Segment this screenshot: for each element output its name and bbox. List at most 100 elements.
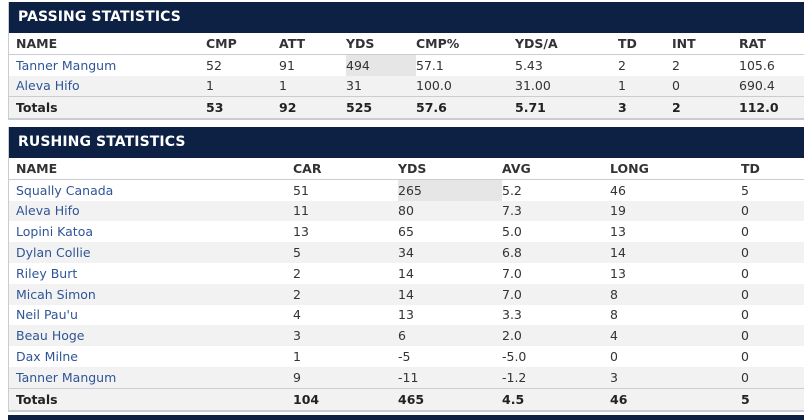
player-name-link[interactable]: Squally Canada xyxy=(16,182,114,198)
stat-cell: 91 xyxy=(279,57,295,73)
stat-cell: 0 xyxy=(741,224,749,240)
player-name-link[interactable]: Dax Milne xyxy=(16,349,78,365)
totals-cell: 46 xyxy=(610,391,628,407)
column-header: INT xyxy=(672,35,696,51)
stat-cell: 5.43 xyxy=(515,57,543,73)
stat-cell: 5 xyxy=(293,245,301,261)
table-row: Aleva Hifo 11 80 7.3 19 0 xyxy=(9,200,804,222)
table-row: Micah Simon 2 14 7.0 8 0 xyxy=(9,283,804,305)
stat-cell: 0 xyxy=(741,328,749,344)
table-row: Neil Pau'u 4 13 3.3 8 0 xyxy=(9,305,804,326)
stat-cell: 0 xyxy=(741,369,749,385)
column-header: AVG xyxy=(502,160,531,176)
stat-cell: 3 xyxy=(293,328,301,344)
stat-cell: 100.0 xyxy=(416,78,452,94)
stat-cell: 7.0 xyxy=(502,286,522,302)
stat-cell: 80 xyxy=(398,203,414,219)
stat-cell: 31.00 xyxy=(515,78,551,94)
stat-cell: 52 xyxy=(206,57,222,73)
table-row: Dylan Collie 5 34 6.8 14 0 xyxy=(9,242,804,263)
stat-cell: 4 xyxy=(293,307,301,323)
stat-cell: 9 xyxy=(293,369,301,385)
stat-cell: 31 xyxy=(346,78,362,94)
player-name-link[interactable]: Lopini Katoa xyxy=(16,224,94,240)
stat-cell: 0 xyxy=(741,203,749,219)
stat-cell: 3.3 xyxy=(502,307,522,323)
column-header: CMP xyxy=(206,35,237,51)
stat-cell: -1.2 xyxy=(502,369,527,385)
player-name-link[interactable]: Tanner Mangum xyxy=(16,369,117,385)
table-row: Lopini Katoa 13 65 5.0 13 0 xyxy=(9,221,804,242)
stat-cell: 0 xyxy=(741,265,749,281)
stat-cell: 1 xyxy=(293,349,301,365)
table-row: Dax Milne 1 -5 -5.0 0 0 xyxy=(9,346,804,367)
stat-cell: 14 xyxy=(398,265,414,281)
stat-cell: 14 xyxy=(398,286,414,302)
table-row: Squally Canada 51 265 5.2 46 5 xyxy=(9,179,804,201)
column-header: TD xyxy=(741,160,760,176)
rushing-statistics-title: RUSHING STATISTICS xyxy=(9,127,804,158)
stat-cell: 2 xyxy=(293,265,301,281)
stat-cell: 7.3 xyxy=(502,203,522,219)
stat-cell: 2.0 xyxy=(502,328,522,344)
column-header: RAT xyxy=(739,35,766,51)
passing-header-row: NAME CMP ATT YDS CMP% YDS/A TD INT RAT xyxy=(9,33,804,55)
passing-statistics-title: PASSING STATISTICS xyxy=(9,2,804,33)
table-row: Tanner Mangum 52 91 494 57.1 5.43 2 2 105.6 xyxy=(9,54,804,76)
rushing-totals-row: Totals 104 465 4.5 46 5 xyxy=(9,388,804,411)
column-header: ATT xyxy=(279,35,306,51)
player-name-link[interactable]: Micah Simon xyxy=(16,286,96,302)
totals-cell: 2 xyxy=(672,100,681,116)
column-header: YDS/A xyxy=(515,35,558,51)
column-header: CMP% xyxy=(416,35,460,51)
stat-cell: 6.8 xyxy=(502,245,522,261)
stat-cell: 13 xyxy=(398,307,414,323)
passing-statistics-table: NAME CMP ATT YDS CMP% YDS/A TD INT RAT Tanner Ma… xyxy=(9,33,804,120)
stat-cell: 13 xyxy=(610,265,626,281)
totals-cell: 3 xyxy=(618,100,627,116)
rushing-statistics-panel: RUSHING STATISTICS NAME CAR YDS AVG LONG TD S… xyxy=(8,127,804,412)
totals-cell: 92 xyxy=(279,100,297,116)
table-row: Riley Burt 2 14 7.0 13 0 xyxy=(9,263,804,284)
stat-cell: 1 xyxy=(279,78,287,94)
stat-cell: 0 xyxy=(672,78,680,94)
player-name-link[interactable]: Riley Burt xyxy=(16,265,78,281)
totals-cell: 112.0 xyxy=(739,100,779,116)
player-name-link[interactable]: Tanner Mangum xyxy=(16,57,117,73)
stat-cell: 2 xyxy=(293,286,301,302)
totals-cell: 5 xyxy=(741,391,750,407)
stat-cell: 4 xyxy=(610,328,618,344)
stat-cell: 13 xyxy=(293,224,309,240)
stat-cell: 494 xyxy=(346,54,416,76)
totals-cell: 53 xyxy=(206,100,224,116)
totals-label: Totals xyxy=(16,100,58,116)
stat-cell: 3 xyxy=(610,369,618,385)
column-header: YDS xyxy=(398,160,427,176)
passing-totals-row: Totals 53 92 525 57.6 5.71 3 2 112.0 xyxy=(9,96,804,120)
stat-cell: 105.6 xyxy=(739,57,775,73)
next-panel-header-strip xyxy=(8,415,804,420)
stat-cell: 8 xyxy=(610,307,618,323)
player-name-link[interactable]: Dylan Collie xyxy=(16,245,91,261)
stat-cell: 65 xyxy=(398,224,414,240)
player-name-link[interactable]: Beau Hoge xyxy=(16,328,85,344)
stat-cell: 265 xyxy=(398,179,502,201)
player-name-link[interactable]: Aleva Hifo xyxy=(16,78,80,94)
column-header: NAME xyxy=(16,160,58,176)
stat-cell: 5.2 xyxy=(502,182,522,198)
stat-cell: 5.0 xyxy=(502,224,522,240)
stat-cell: 0 xyxy=(741,307,749,323)
player-name-link[interactable]: Aleva Hifo xyxy=(16,203,80,219)
stat-cell: 0 xyxy=(610,349,618,365)
stat-cell: 0 xyxy=(741,245,749,261)
totals-cell: 104 xyxy=(293,391,320,407)
stat-cell: 8 xyxy=(610,286,618,302)
column-header: TD xyxy=(618,35,637,51)
stat-cell: 0 xyxy=(741,349,749,365)
column-header: NAME xyxy=(16,35,58,51)
stat-cell: 1 xyxy=(206,78,214,94)
stat-cell: 11 xyxy=(293,203,309,219)
player-name-link[interactable]: Neil Pau'u xyxy=(16,307,78,323)
table-row: Beau Hoge 3 6 2.0 4 0 xyxy=(9,325,804,347)
stat-cell: 6 xyxy=(398,328,406,344)
